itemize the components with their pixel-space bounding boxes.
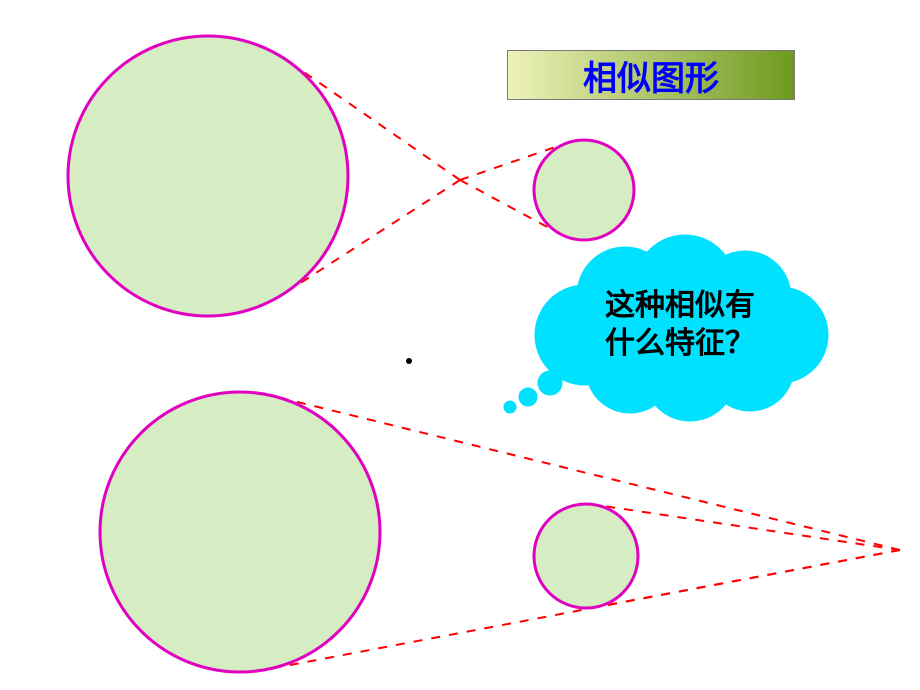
diagram-svg <box>0 0 920 690</box>
diagram-canvas: 相似图形 这种相似有 什么特征？ <box>0 0 920 690</box>
circle-small2 <box>534 504 638 608</box>
bubble-lobe-8 <box>610 255 750 395</box>
title-text: 相似图形 <box>583 51 719 100</box>
title-box: 相似图形 <box>507 50 795 100</box>
bubble-tail-2 <box>504 401 516 413</box>
thought-bubble <box>504 235 828 421</box>
tangents-bottom-line-1-1 <box>596 550 900 607</box>
circle-small1 <box>534 140 634 240</box>
circle-big2 <box>100 392 380 672</box>
bubble-tail-0 <box>538 371 562 395</box>
tangents-bottom-line-1-0 <box>594 505 900 550</box>
center-dot <box>406 358 412 364</box>
circle-big1 <box>68 36 348 316</box>
bubble-tail-1 <box>519 388 537 406</box>
